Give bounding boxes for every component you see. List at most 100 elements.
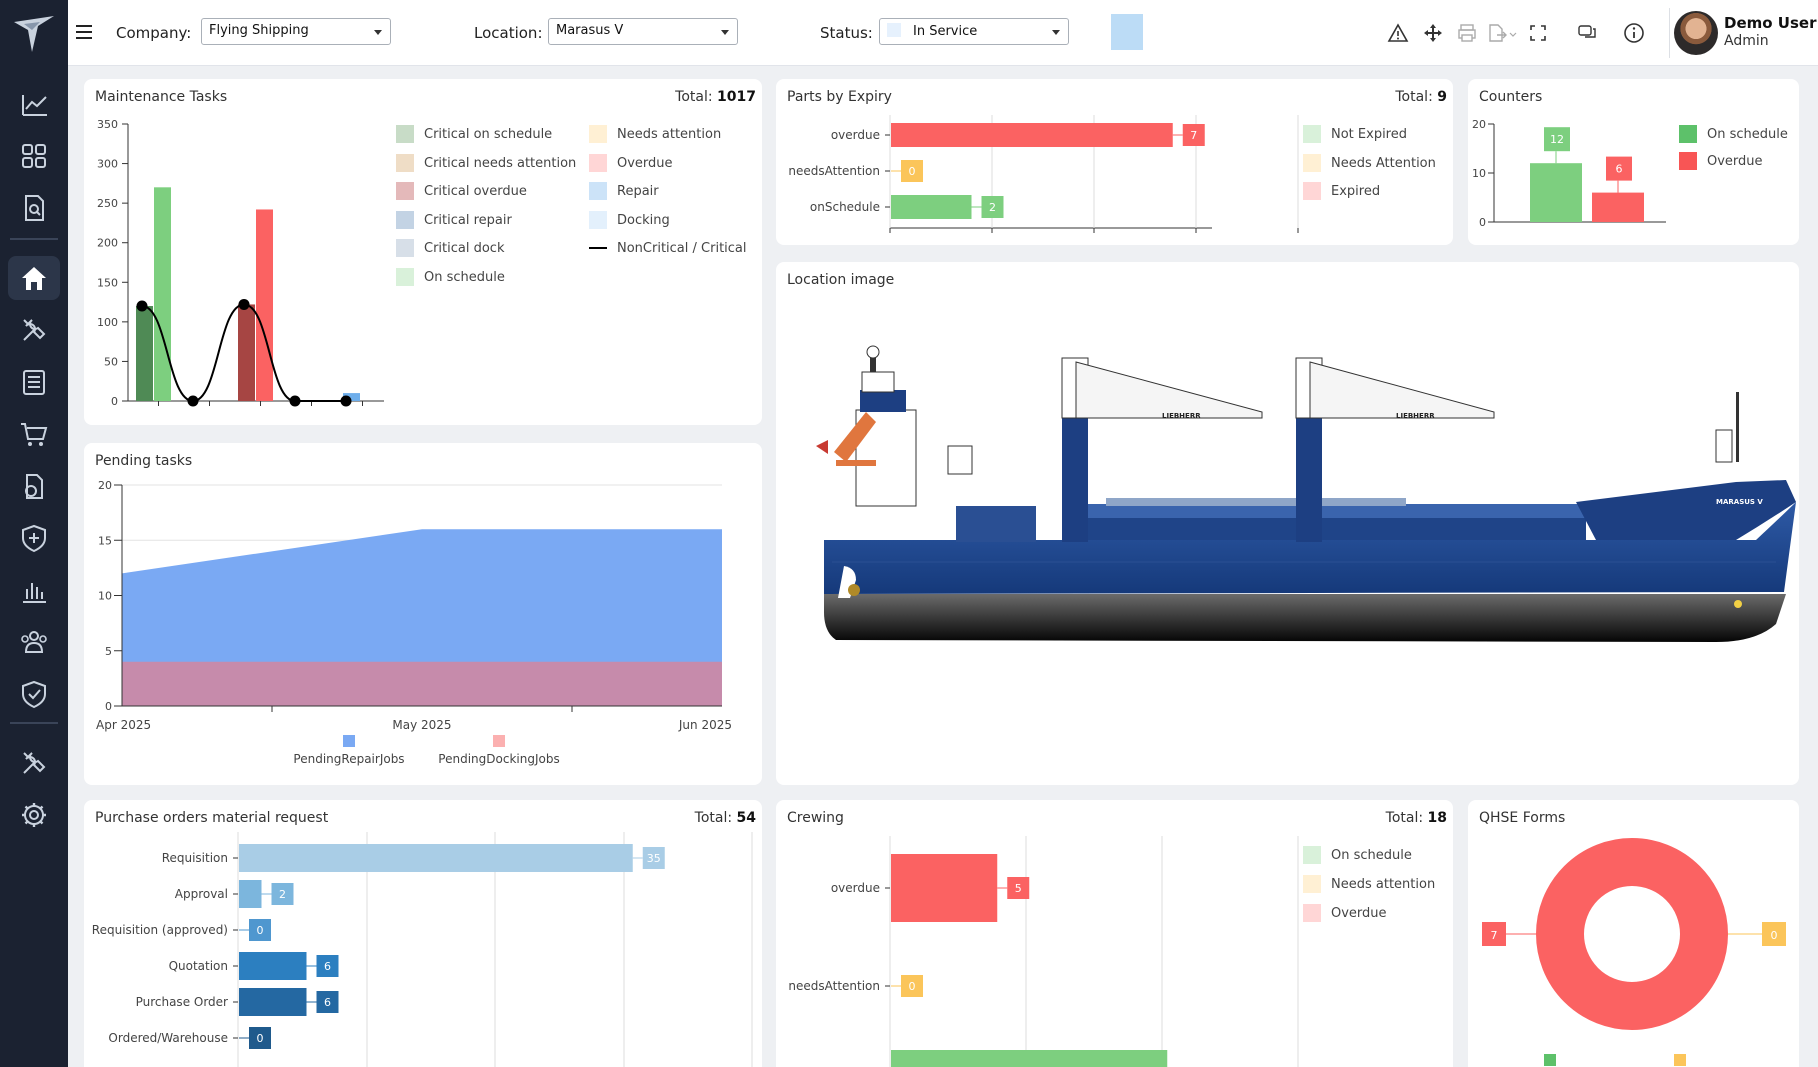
line-point xyxy=(238,298,250,310)
data-label: 0 xyxy=(1771,929,1778,942)
legend-swatch xyxy=(343,735,355,747)
counters-chart: 20 10 0 12 6 xyxy=(1472,118,1666,229)
line-point xyxy=(340,395,352,407)
legend-label: Overdue xyxy=(1707,154,1763,169)
category-label: needsAttention xyxy=(788,979,880,993)
data-label: 12 xyxy=(1550,133,1564,146)
status-select[interactable]: In Service xyxy=(879,18,1069,45)
legend-label: PendingDockingJobs xyxy=(438,752,559,766)
sidebar-item-crew[interactable] xyxy=(8,620,60,664)
y-tick-label: 100 xyxy=(97,316,118,329)
pending-tasks-panel: Pending tasks 20 15 10 5 0 Apr 2025 May 2025 Ju… xyxy=(84,443,762,785)
shield-check-icon xyxy=(22,680,46,709)
crane-brand: LIEBHERR xyxy=(1162,412,1201,420)
sidebar-item-maintenance[interactable] xyxy=(8,308,60,352)
menu-icon[interactable] xyxy=(76,25,92,39)
legend-swatch xyxy=(493,735,505,747)
home-icon xyxy=(22,267,46,290)
sidebar-item-tools[interactable] xyxy=(8,741,60,785)
cart-icon xyxy=(21,423,48,446)
legend-swatch xyxy=(1674,1054,1686,1066)
print-icon[interactable] xyxy=(1456,22,1478,44)
bar xyxy=(256,209,273,401)
y-tick-label: 150 xyxy=(97,276,118,289)
data-label-box xyxy=(316,955,339,977)
legend-label: On schedule xyxy=(1331,848,1412,863)
sidebar-item-qhse[interactable] xyxy=(8,672,60,716)
app-logo[interactable] xyxy=(10,12,58,56)
company-label: Company: xyxy=(116,24,192,42)
fullscreen-icon[interactable] xyxy=(1527,22,1549,44)
sidebar-item-reports[interactable] xyxy=(8,568,60,612)
category-label: Requisition (approved) xyxy=(92,923,228,937)
location-label: Location: xyxy=(474,24,543,42)
category-label: needsAttention xyxy=(788,164,880,178)
sidebar-item-tasks[interactable] xyxy=(8,360,60,404)
legend-swatch xyxy=(1303,875,1321,893)
x-tick-label: Apr 2025 xyxy=(96,718,151,732)
purchase-orders-panel: Purchase orders material request Total: … xyxy=(84,800,762,1067)
panel-total: Total: 54 xyxy=(694,810,756,826)
status-color-indicator xyxy=(1111,14,1143,50)
counters-panel: Counters 20 10 0 12 6 On schedule Overdue xyxy=(1468,79,1799,245)
sidebar-item-analytics[interactable] xyxy=(8,82,60,126)
y-tick-label: 0 xyxy=(105,700,112,713)
sidebar-item-inventory[interactable] xyxy=(8,464,60,508)
sidebar-item-dashboard[interactable] xyxy=(8,134,60,178)
legend-label: Not Expired xyxy=(1331,127,1407,142)
category-label: Approval xyxy=(175,887,228,901)
chevron-down-icon xyxy=(721,30,729,35)
chat-icon[interactable] xyxy=(1577,22,1599,44)
category-label: Ordered/Warehouse xyxy=(108,1031,228,1045)
crewing-panel: Crewing Total: 18 overdue 5 needsAttention… xyxy=(776,800,1453,1067)
maintenance-chart: 350 300 250 200 150 100 50 0 xyxy=(97,118,384,408)
legend-label: PendingRepairJobs xyxy=(293,752,404,766)
export-icon[interactable] xyxy=(1485,22,1517,44)
tools-icon xyxy=(23,319,46,341)
legend-label: Needs attention xyxy=(617,127,722,142)
legend-swatch xyxy=(1303,846,1321,864)
y-tick-label: 15 xyxy=(98,534,112,547)
legend-label: Critical on schedule xyxy=(424,127,553,142)
bar xyxy=(1592,192,1644,222)
category-label: onSchedule xyxy=(810,200,880,214)
data-label-box xyxy=(1606,156,1632,181)
data-label: 7 xyxy=(1491,929,1498,942)
panel-title: Location image xyxy=(787,272,895,288)
chart-line-icon xyxy=(22,95,47,116)
move-icon[interactable] xyxy=(1422,22,1444,44)
avatar[interactable] xyxy=(1674,11,1718,55)
data-label: 0 xyxy=(909,165,916,178)
sidebar-item-purchasing[interactable] xyxy=(8,412,60,456)
data-label: 6 xyxy=(324,996,331,1009)
warning-icon[interactable] xyxy=(1387,22,1409,44)
status-swatch xyxy=(887,23,901,37)
bar xyxy=(891,854,998,922)
bar xyxy=(239,880,262,908)
chevron-down-icon xyxy=(1052,30,1060,35)
parts-chart: overdue 7 needsAttention 0 onSchedule 2 xyxy=(788,115,1299,233)
data-label-box xyxy=(1482,922,1506,946)
sidebar-item-settings[interactable] xyxy=(8,793,60,837)
legend-label: On schedule xyxy=(424,269,505,285)
location-select[interactable]: Marasus V xyxy=(548,18,738,45)
gear-icon xyxy=(22,803,46,827)
checklist-icon xyxy=(23,370,45,395)
bar xyxy=(1530,163,1582,222)
data-label: 0 xyxy=(257,924,264,937)
sidebar-item-documents[interactable] xyxy=(8,186,60,230)
panel-total: Total: 9 xyxy=(1395,89,1447,105)
legend-swatch xyxy=(396,125,414,143)
sidebar-item-medical[interactable] xyxy=(8,516,60,560)
legend-label: Critical repair xyxy=(424,212,512,228)
x-tick-label: Jun 2025 xyxy=(678,718,732,732)
legend-swatch xyxy=(396,182,414,200)
bar-chart-icon xyxy=(23,583,46,603)
company-select[interactable]: Flying Shipping xyxy=(201,18,391,45)
info-icon[interactable] xyxy=(1623,22,1645,44)
legend-label: Docking xyxy=(617,212,670,228)
parts-by-expiry-panel: Parts by Expiry Total: 9 overdue 7 needsAt… xyxy=(776,79,1453,245)
sidebar-item-home[interactable] xyxy=(8,256,60,300)
